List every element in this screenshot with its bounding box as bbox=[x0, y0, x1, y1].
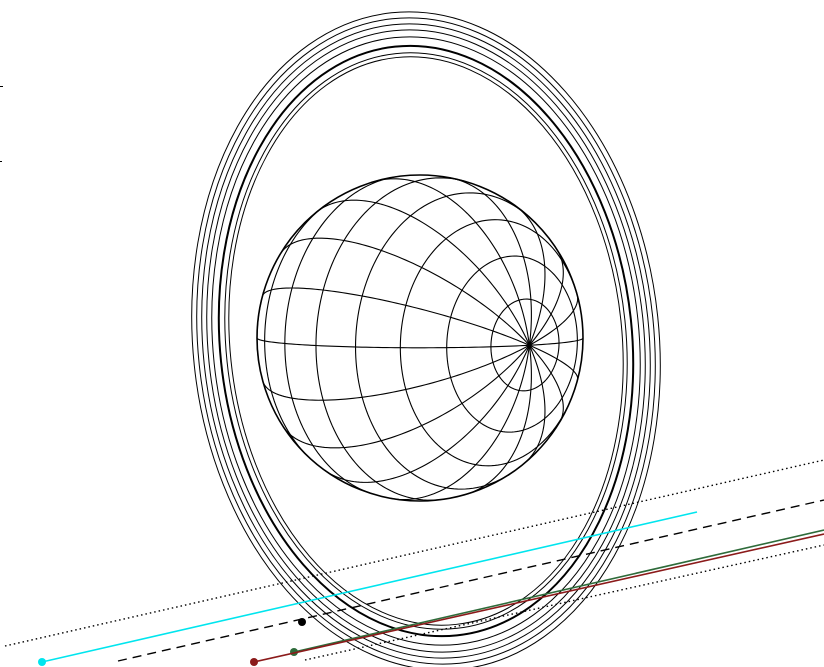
meridian-5 bbox=[449, 177, 532, 346]
meridian-12 bbox=[283, 344, 530, 449]
lines-group bbox=[4, 459, 824, 666]
dashed-line-endpoint bbox=[298, 618, 306, 626]
parallel-5 bbox=[284, 176, 397, 495]
meridian-11 bbox=[262, 344, 530, 401]
dark-red-line bbox=[253, 533, 824, 663]
parallel-7 bbox=[354, 192, 528, 490]
dashed-line bbox=[117, 499, 824, 662]
meridian-17 bbox=[528, 344, 564, 422]
meridian-14 bbox=[390, 345, 530, 501]
meridian-18 bbox=[529, 344, 579, 380]
meridian-3 bbox=[528, 249, 564, 346]
parallel-3 bbox=[256, 291, 265, 364]
wireframe-globe bbox=[256, 174, 584, 502]
meridian-2 bbox=[529, 295, 579, 346]
ring-3 bbox=[201, 23, 651, 659]
meridian-16 bbox=[524, 345, 546, 463]
ring-7 bbox=[224, 52, 628, 630]
ring-8 bbox=[228, 56, 624, 626]
edge-mark-bottom bbox=[0, 161, 2, 162]
meridian-8 bbox=[280, 237, 530, 346]
meridian-1 bbox=[529, 337, 584, 346]
dotted-lower-line bbox=[304, 544, 824, 661]
meridian-4 bbox=[515, 205, 546, 346]
meridian-10 bbox=[256, 337, 530, 349]
meridian-6 bbox=[376, 178, 530, 346]
parallel-8 bbox=[399, 219, 581, 467]
ring-6 bbox=[217, 44, 635, 638]
ring-5 bbox=[211, 36, 641, 646]
meridian-9 bbox=[262, 287, 530, 346]
meridian-7 bbox=[316, 199, 530, 346]
rings bbox=[191, 11, 661, 667]
cyan-line-endpoint bbox=[38, 658, 46, 666]
edge-mark-top bbox=[0, 86, 3, 87]
parallel-6 bbox=[315, 177, 465, 501]
meridian-13 bbox=[324, 345, 530, 483]
ring-1 bbox=[191, 11, 661, 667]
dark-red-line-endpoint bbox=[250, 658, 258, 666]
ring-4 bbox=[206, 29, 646, 653]
meridian-15 bbox=[465, 345, 532, 495]
green-line bbox=[293, 529, 824, 653]
cyan-line bbox=[41, 511, 698, 663]
parallel-4 bbox=[264, 204, 327, 459]
dotted-upper-line bbox=[4, 459, 824, 647]
ring-2 bbox=[196, 17, 656, 665]
